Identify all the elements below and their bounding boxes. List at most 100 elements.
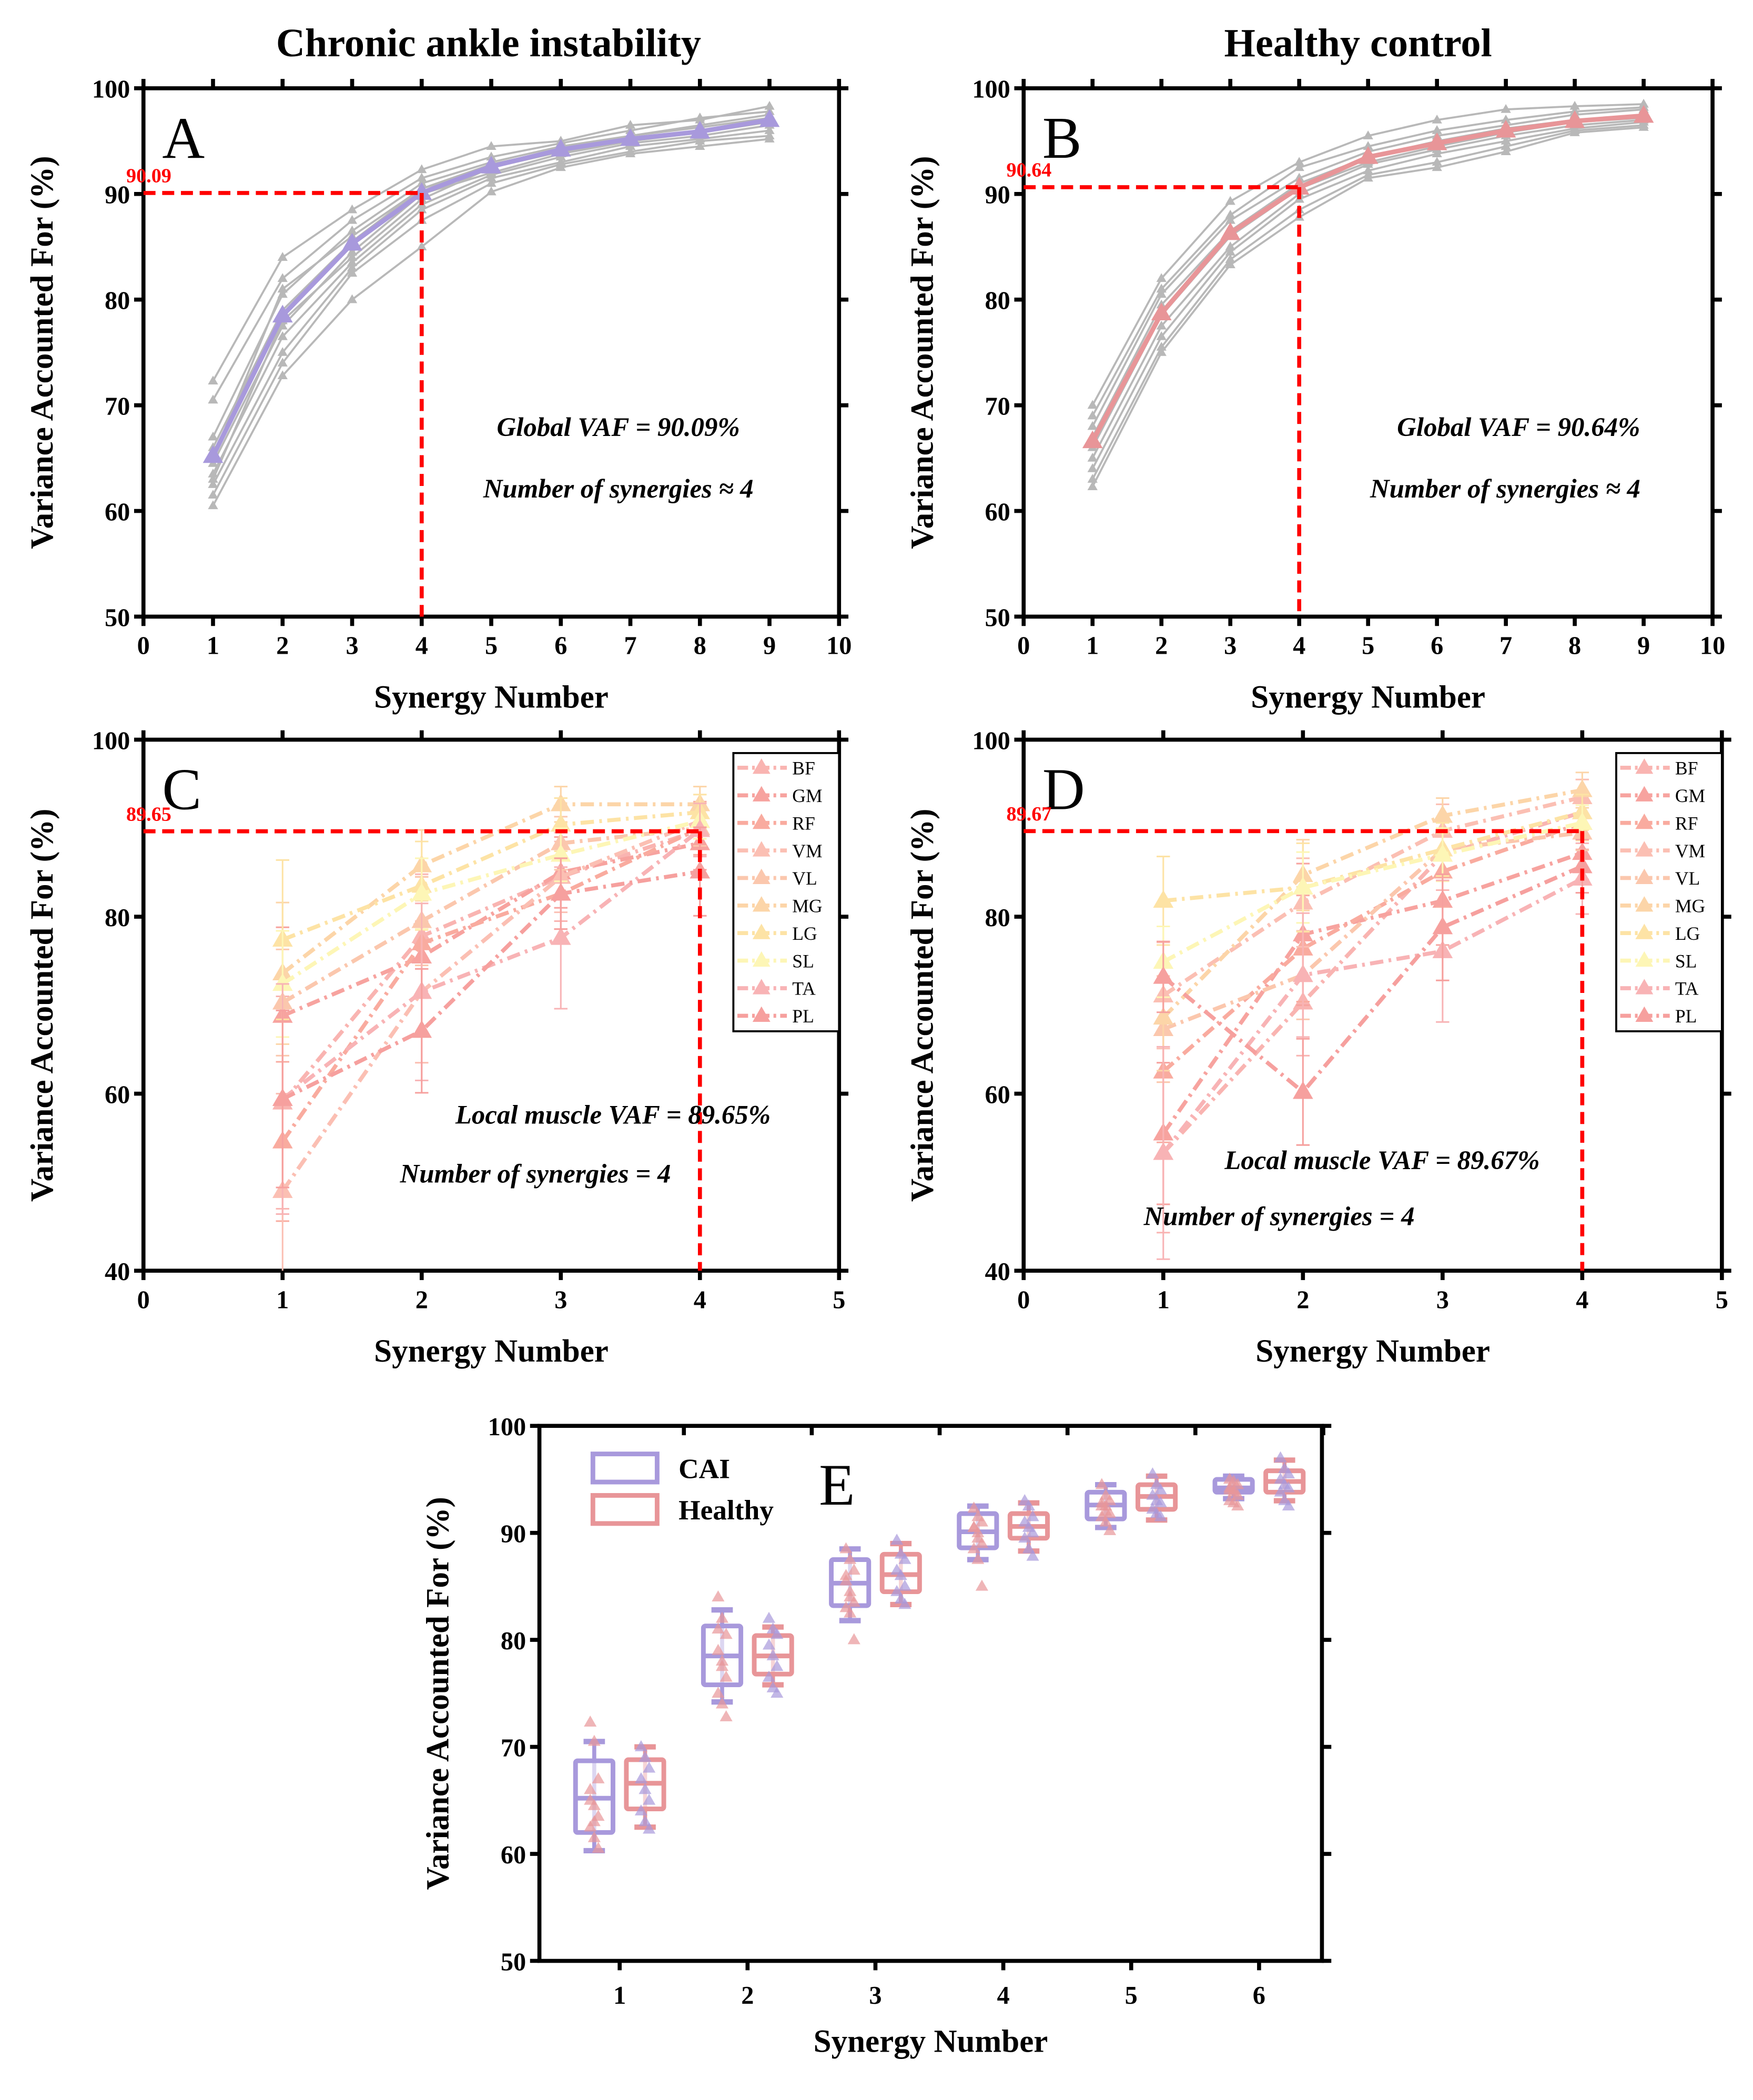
data-point (762, 1670, 776, 1682)
data-point (712, 1590, 725, 1601)
subject-point (1501, 146, 1511, 156)
data-point (1274, 1485, 1287, 1497)
subject-point (1156, 273, 1167, 282)
annotation: Number of synergies ≈ 4 (483, 474, 754, 504)
muscle-point (550, 927, 571, 945)
muscle-line-ta (1161, 877, 1584, 1154)
data-point (712, 1644, 725, 1655)
legend-label-sl: SL (792, 950, 814, 971)
mean-point (1495, 119, 1516, 138)
x-tick-label: 6 (1431, 632, 1443, 660)
y-tick-label: 100 (488, 1413, 526, 1441)
data-point (894, 1569, 907, 1580)
data-point (1282, 1481, 1295, 1493)
muscle-point (550, 882, 571, 901)
subject-point (1363, 173, 1373, 182)
subject-point (208, 479, 218, 488)
x-tick-label: 2 (1296, 1286, 1309, 1314)
data-point (1103, 1524, 1117, 1535)
mean-point (550, 139, 571, 157)
y-tick-label: 70 (501, 1734, 526, 1762)
annotation: Local muscle VAF = 89.65% (455, 1100, 771, 1130)
y-axis-label: Variance Accounted For (%) (905, 156, 940, 549)
legend-frame (1615, 752, 1723, 1032)
mean-point (272, 305, 293, 323)
legend-marker (752, 786, 771, 802)
subject-point (1087, 421, 1098, 430)
legend-marker (1635, 924, 1654, 939)
subject-point (277, 347, 288, 356)
legend-marker (1635, 786, 1654, 802)
mean-point (690, 120, 711, 139)
legend-label-bf: BF (1675, 758, 1698, 779)
subject-point (486, 141, 496, 150)
threshold-label: 90.64 (1007, 159, 1052, 181)
x-axis-label: Synergy Number (814, 2024, 1048, 2059)
muscle-point (411, 882, 432, 901)
plot-frame (537, 1424, 1324, 1963)
subject-point (1156, 347, 1167, 356)
data-point (1282, 1499, 1295, 1511)
legend-label-pl: PL (792, 1006, 814, 1027)
x-tick-label: 7 (624, 632, 636, 660)
legend-label-gm: GM (1675, 785, 1705, 806)
subject-point (417, 164, 427, 174)
muscle-line-vl (1162, 830, 1583, 1031)
legend-label-mg: MG (1675, 896, 1705, 917)
y-tick-label: 60 (985, 1081, 1010, 1109)
panel-b: 0 1 2 3 4 5 6 7 8 9 10 50 60 70 80 90 100 Synergy Number V… (905, 76, 1725, 715)
data-point (715, 1697, 729, 1709)
y-axis-label: Variance Accounted For (%) (25, 809, 60, 1202)
x-axis-label: Synergy Number (1251, 679, 1485, 715)
subject-point (1363, 141, 1373, 150)
x-tick-label: 9 (1637, 632, 1650, 660)
data-point (898, 1598, 911, 1609)
annotation: Number of synergies = 4 (399, 1159, 671, 1189)
muscle-line-gm (281, 841, 701, 1018)
legend-marker (752, 924, 771, 939)
data-point (762, 1611, 776, 1623)
legend-swatch-cai (590, 1452, 660, 1485)
muscle-point (1432, 916, 1453, 935)
x-tick-label: 5 (485, 632, 498, 660)
subject-point (277, 370, 288, 379)
subject-point (625, 148, 636, 158)
muscle-line-rf (281, 826, 701, 1143)
mean-point (481, 156, 502, 174)
subject-point (1432, 157, 1442, 166)
panel-c: 0 1 2 3 4 5 40 60 80 100 Synergy Number Variance Ac… (25, 727, 849, 1369)
x-tick-label: 2 (1155, 632, 1168, 660)
data-point (975, 1579, 988, 1591)
subject-point (277, 358, 288, 367)
x-tick-label: 3 (346, 632, 358, 660)
legend-marker (752, 758, 771, 774)
data-point (1274, 1451, 1287, 1463)
legend: CAI Healthy (590, 1452, 774, 1526)
subject-point (1225, 215, 1235, 224)
subject-point (1225, 247, 1235, 256)
muscle-line-vm (281, 819, 701, 1192)
subject-point (1087, 463, 1098, 472)
x-tick-label: 4 (1576, 1286, 1588, 1314)
x-tick-label: 1 (1086, 632, 1099, 660)
muscle-line-gm (1161, 851, 1583, 1135)
subject-point (1156, 289, 1167, 298)
y-tick-label: 50 (501, 1948, 526, 1976)
x-tick-label: 2 (416, 1286, 428, 1314)
subject-point (1501, 104, 1511, 113)
legend-label-lg: LG (792, 923, 817, 944)
data-point (967, 1520, 980, 1532)
subject-point (208, 394, 218, 404)
data-point (720, 1670, 733, 1682)
data-point (847, 1564, 860, 1575)
mean-point (1357, 146, 1379, 164)
subject-point (347, 268, 358, 277)
panel-letter: D (1042, 757, 1085, 823)
x-axis-label: Synergy Number (374, 679, 609, 715)
data-point (712, 1687, 725, 1698)
mean-point (620, 128, 641, 146)
data-point (715, 1655, 729, 1666)
legend-label-mg: MG (792, 896, 822, 917)
x-tick-label: 6 (1253, 1982, 1265, 2010)
